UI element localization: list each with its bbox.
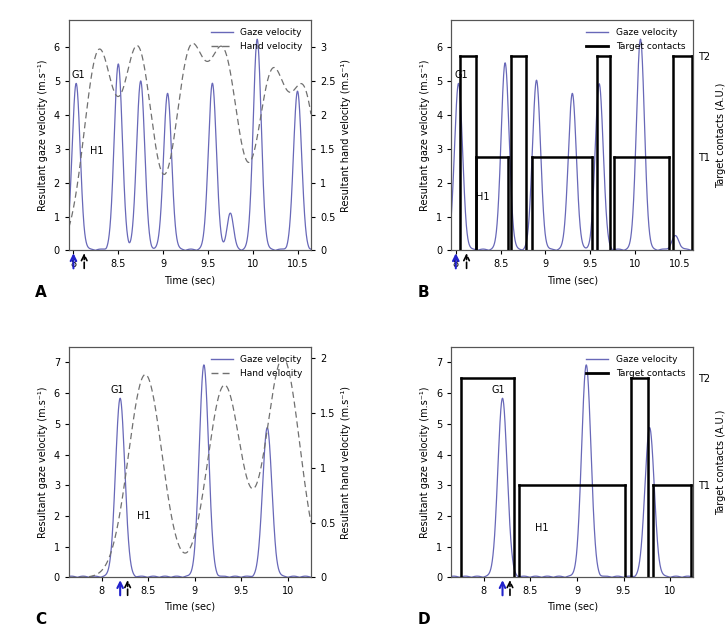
Text: D: D [417,612,430,627]
Text: G1: G1 [72,70,85,80]
Y-axis label: Resultant gaze velocity (m.s⁻¹): Resultant gaze velocity (m.s⁻¹) [420,59,431,211]
Legend: Gaze velocity, Hand velocity: Gaze velocity, Hand velocity [207,351,306,381]
Text: H1: H1 [91,146,104,156]
Text: G1: G1 [454,70,468,80]
Text: G1: G1 [111,385,124,395]
Y-axis label: Resultant gaze velocity (m.s⁻¹): Resultant gaze velocity (m.s⁻¹) [38,387,48,538]
Y-axis label: Resultant gaze velocity (m.s⁻¹): Resultant gaze velocity (m.s⁻¹) [38,59,48,211]
Legend: Gaze velocity, Target contacts: Gaze velocity, Target contacts [582,351,689,381]
X-axis label: Time (sec): Time (sec) [547,602,598,612]
Y-axis label: Resultant hand velocity (m.s⁻¹): Resultant hand velocity (m.s⁻¹) [341,59,351,212]
Text: C: C [35,612,46,627]
Text: B: B [417,285,429,300]
Legend: Gaze velocity, Hand velocity: Gaze velocity, Hand velocity [207,25,306,54]
Text: G1: G1 [492,385,505,395]
Text: H1: H1 [137,511,150,521]
Y-axis label: Resultant hand velocity (m.s⁻¹): Resultant hand velocity (m.s⁻¹) [341,386,351,539]
Y-axis label: Target contacts (A.U.): Target contacts (A.U.) [716,410,726,515]
Y-axis label: Target contacts (A.U.): Target contacts (A.U.) [716,83,726,188]
Legend: Gaze velocity, Target contacts: Gaze velocity, Target contacts [582,25,689,54]
X-axis label: Time (sec): Time (sec) [164,275,216,285]
Text: H1: H1 [476,192,489,202]
Y-axis label: Resultant gaze velocity (m.s⁻¹): Resultant gaze velocity (m.s⁻¹) [420,387,431,538]
Text: A: A [35,285,47,300]
X-axis label: Time (sec): Time (sec) [547,275,598,285]
X-axis label: Time (sec): Time (sec) [164,602,216,612]
Text: H1: H1 [535,523,549,533]
